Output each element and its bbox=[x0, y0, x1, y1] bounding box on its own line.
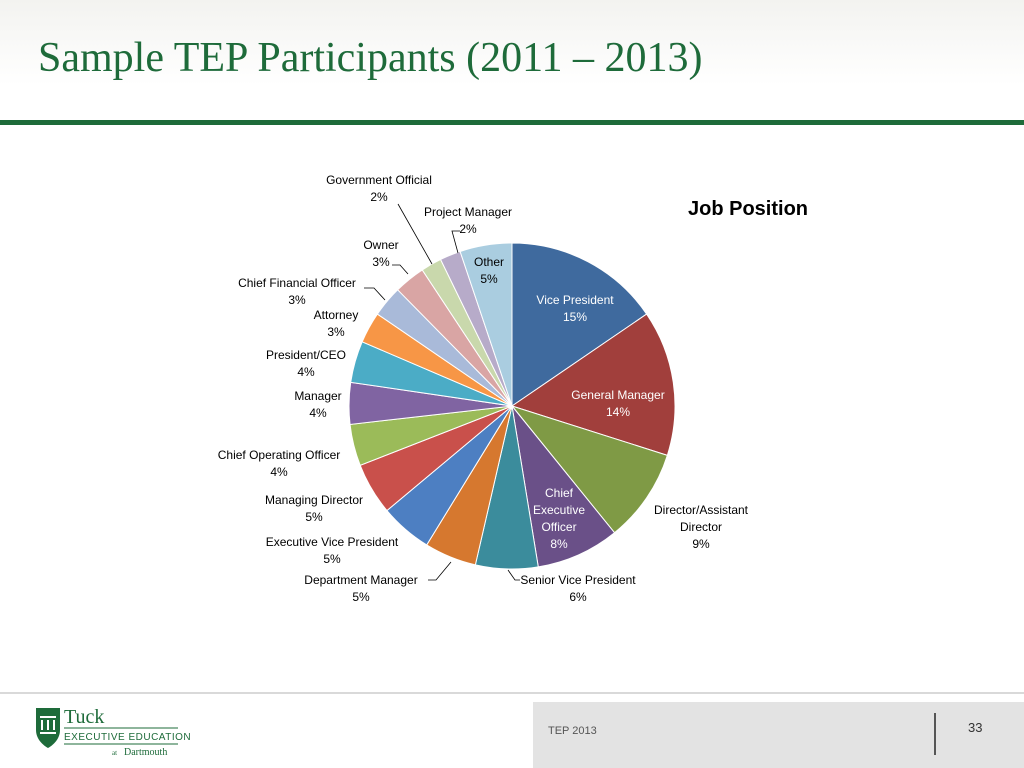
slice-label-manager: Manager 4% bbox=[294, 389, 341, 420]
pie-slice-general-manager bbox=[510, 313, 676, 456]
pie-slice-vice-president bbox=[511, 242, 648, 407]
pie-slice-director-assistant-director bbox=[510, 405, 668, 534]
pie-slices bbox=[348, 242, 676, 570]
slice-labels: Vice President 15% General Manager 14% Direc… bbox=[218, 173, 749, 604]
slice-label-chief-executive-officer: Chief Executive Officer 8% bbox=[533, 486, 585, 551]
leader-line-owner bbox=[392, 264, 409, 275]
slice-label-department-manager: Department Manager 5% bbox=[304, 573, 417, 604]
slice-label-chief-operating-officer: Chief Operating Officer 4% bbox=[218, 448, 341, 479]
slice-label-executive-vice-president: Executive Vice President 5% bbox=[266, 535, 399, 566]
slice-label-general-manager: General Manager 14% bbox=[571, 388, 664, 419]
pie-slice-other bbox=[459, 242, 513, 407]
slice-label-president-ceo: President/CEO 4% bbox=[266, 348, 346, 379]
leader-line-government-official bbox=[397, 203, 433, 265]
logo-line2: Dartmouth bbox=[124, 747, 167, 758]
footer-tag: TEP 2013 bbox=[548, 725, 597, 737]
logo-name: Tuck bbox=[64, 706, 104, 728]
footer-panel bbox=[533, 702, 1024, 768]
slice-label-owner: Owner 3% bbox=[363, 238, 398, 269]
slide-header bbox=[0, 0, 1024, 122]
slice-label-chief-financial-officer: Chief Financial Officer 3% bbox=[238, 276, 356, 307]
leader-line-chief-financial-officer bbox=[364, 287, 386, 301]
leader-lines bbox=[364, 203, 520, 581]
slice-label-other: Other 5% bbox=[474, 255, 504, 286]
page-number: 33 bbox=[968, 720, 983, 735]
tuck-logo: Tuck EXECUTIVE EDUCATION at Dartmouth bbox=[36, 706, 191, 758]
leader-line-department-manager bbox=[428, 561, 452, 581]
slide-title: Sample TEP Participants (2011 – 2013) bbox=[38, 35, 703, 81]
slice-label-senior-vice-president: Senior Vice President 6% bbox=[520, 573, 636, 604]
leader-line-senior-vice-president bbox=[507, 569, 520, 581]
slice-label-managing-director: Managing Director 5% bbox=[265, 493, 363, 524]
logo-line2-small: at bbox=[112, 749, 117, 757]
leader-line-project-manager bbox=[451, 230, 460, 254]
slice-label-government-official: Government Official 2% bbox=[326, 173, 432, 204]
title-rule bbox=[0, 120, 1024, 125]
slice-label-director-assistant-director: Director/Assistant Director 9% bbox=[654, 503, 749, 551]
footer-line bbox=[0, 692, 1024, 694]
footer-divider bbox=[934, 713, 936, 755]
chart-title: Job Position bbox=[688, 198, 808, 220]
slice-label-vice-president: Vice President 15% bbox=[536, 293, 614, 324]
logo-line1: EXECUTIVE EDUCATION bbox=[64, 732, 191, 743]
slice-label-attorney: Attorney 3% bbox=[314, 308, 359, 339]
slice-label-project-manager: Project Manager 2% bbox=[424, 205, 512, 236]
